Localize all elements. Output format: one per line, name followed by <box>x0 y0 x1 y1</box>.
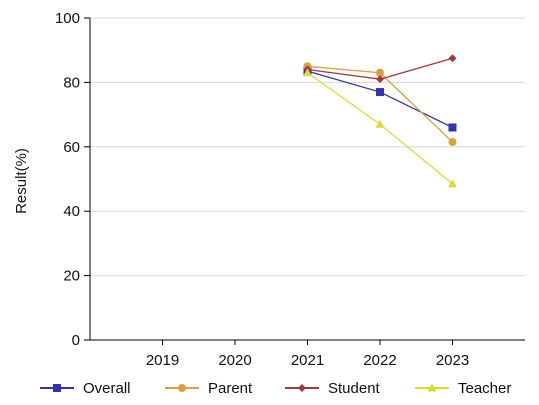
x-tick-label: 2021 <box>291 352 324 369</box>
legend-marker <box>427 383 437 392</box>
series-student <box>303 54 457 84</box>
y-tick-label: 80 <box>63 74 80 91</box>
series-layer <box>303 54 457 188</box>
legend-label: Parent <box>208 380 253 397</box>
data-point <box>448 137 457 146</box>
x-tick-label: 2022 <box>363 352 396 369</box>
axis-layer: 0 20 40 60 80 100 2019 2020 2021 2022 2023 <box>55 10 525 369</box>
data-point <box>376 75 384 84</box>
x-tick-label: 2019 <box>146 352 179 369</box>
x-tick-label: 2023 <box>436 352 469 369</box>
legend-label: Student <box>328 380 381 397</box>
data-point <box>376 88 384 97</box>
legend-label: Teacher <box>458 380 511 397</box>
legend-item-parent: Parent <box>165 380 253 397</box>
legend-marker <box>298 384 306 392</box>
legend-item-student: Student <box>285 380 381 397</box>
series-teacher <box>303 68 457 188</box>
legend-label: Overall <box>83 380 131 397</box>
y-tick-label: 0 <box>72 332 80 349</box>
y-axis-title: Result(%) <box>13 148 30 214</box>
legend: Overall Parent Student Teacher <box>40 380 511 397</box>
data-point <box>376 68 384 77</box>
grid-layer <box>90 17 525 277</box>
y-tick-label: 60 <box>63 139 80 156</box>
legend-item-teacher: Teacher <box>415 380 511 397</box>
series-parent <box>303 62 457 146</box>
x-tick-label: 2020 <box>218 352 251 369</box>
data-point <box>303 68 312 77</box>
data-point <box>448 123 457 132</box>
data-point <box>375 119 385 128</box>
y-tick-label: 20 <box>63 268 80 285</box>
legend-marker <box>178 384 186 392</box>
legend-marker <box>53 384 61 392</box>
y-tick-label: 40 <box>63 203 80 220</box>
legend-item-overall: Overall <box>40 380 131 397</box>
y-tick-label: 100 <box>55 10 80 27</box>
data-point <box>448 54 457 63</box>
data-point <box>448 179 457 188</box>
